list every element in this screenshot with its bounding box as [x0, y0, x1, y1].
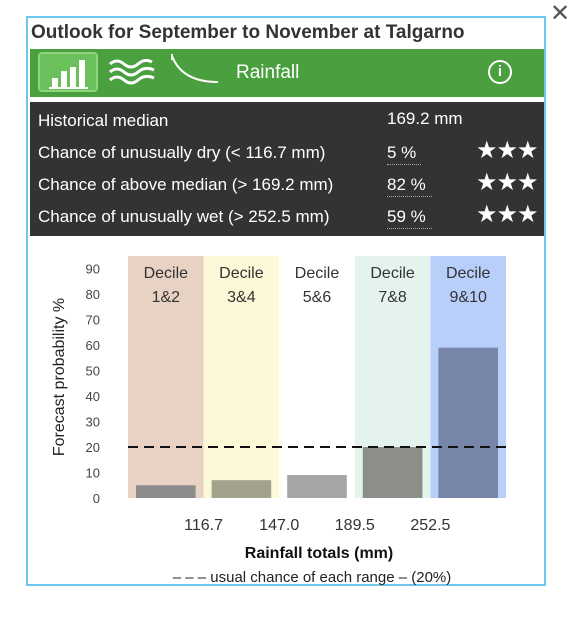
- y-tick-label: 0: [93, 491, 100, 506]
- decile-label: Decile: [144, 265, 189, 282]
- y-tick-label: 30: [86, 415, 100, 430]
- variable-label: Rainfall: [236, 62, 300, 83]
- dry-confidence-stars: ★★★: [476, 137, 539, 164]
- above-median-value[interactable]: 82 %: [387, 175, 432, 197]
- x-tick-label: 147.0: [259, 517, 299, 534]
- close-icon[interactable]: ✕: [549, 0, 571, 27]
- above-median-label: Chance of above median (> 169.2 mm): [38, 175, 334, 194]
- stats-table: Historical median 169.2 mm Chance of unu…: [30, 102, 544, 236]
- y-tick-label: 50: [86, 364, 100, 379]
- probability-bar: [136, 485, 196, 498]
- y-tick-label: 80: [86, 287, 100, 302]
- map-view-button[interactable]: [104, 52, 164, 92]
- decile-chart: Decile 1&2 Decile 3&4 Decile 5&6 Decile 7&8 Deci…: [51, 256, 508, 586]
- decile-band: [279, 256, 355, 498]
- chart-legend: – – – usual chance of each range – (20%): [173, 569, 452, 586]
- x-tick-label: 252.5: [410, 517, 450, 534]
- y-tick-label: 60: [86, 338, 100, 353]
- curve-view-button[interactable]: [168, 52, 228, 92]
- decile-label: Decile: [295, 265, 340, 282]
- decile-label: 5&6: [303, 289, 332, 306]
- wet-confidence-stars: ★★★: [476, 201, 539, 228]
- decile-label: Decile: [370, 265, 415, 282]
- outlook-panel: Outlook for September to November at Tal…: [26, 16, 546, 586]
- bar-chart-view-button[interactable]: [38, 52, 98, 92]
- probability-bar: [362, 447, 423, 498]
- median-value: 169.2 mm: [387, 109, 463, 128]
- info-icon[interactable]: i: [488, 60, 512, 84]
- probability-bar: [211, 480, 272, 498]
- y-axis-title: Forecast probability %: [51, 298, 68, 456]
- decile-band: [203, 256, 280, 498]
- wet-chance-label: Chance of unusually wet (> 252.5 mm): [38, 207, 330, 226]
- y-tick-label: 10: [86, 466, 100, 481]
- dry-chance-label: Chance of unusually dry (< 116.7 mm): [38, 143, 326, 162]
- y-tick-label: 20: [86, 440, 100, 455]
- wave-map-icon: [109, 58, 155, 85]
- view-toolbar: Rainfall i: [30, 49, 544, 97]
- decile-label: Decile: [219, 265, 264, 282]
- y-tick-label: 40: [86, 389, 100, 404]
- decile-label: 9&10: [450, 289, 487, 306]
- decile-label: 1&2: [152, 289, 181, 306]
- above-median-confidence-stars: ★★★: [476, 169, 539, 196]
- probability-bar: [438, 347, 498, 498]
- x-tick-label: 189.5: [335, 517, 375, 534]
- median-label: Historical median: [38, 111, 169, 130]
- exceedance-curve-icon: [171, 54, 219, 83]
- y-tick-label: 90: [86, 262, 100, 277]
- bar-chart-icon: [49, 60, 88, 89]
- probability-bar: [287, 475, 347, 498]
- x-tick-label: 116.7: [184, 517, 223, 534]
- wet-chance-value[interactable]: 59 %: [387, 207, 432, 229]
- decile-label: 3&4: [227, 289, 256, 306]
- y-tick-label: 70: [86, 313, 100, 328]
- x-axis-title: Rainfall totals (mm): [245, 545, 393, 562]
- decile-label: 7&8: [378, 289, 407, 306]
- decile-band: [128, 256, 204, 498]
- panel-title: Outlook for September to November at Tal…: [31, 22, 465, 43]
- decile-label: Decile: [446, 265, 491, 282]
- dry-chance-value[interactable]: 5 %: [387, 143, 421, 165]
